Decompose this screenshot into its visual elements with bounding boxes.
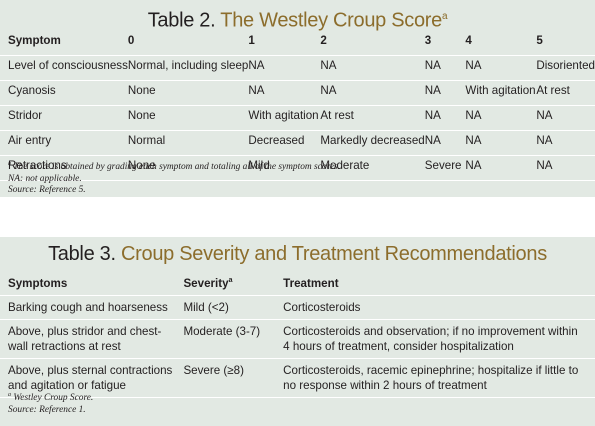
table2-cell: At rest [320,105,425,131]
table-row: Cyanosis None NA NA NA With agitation At… [0,80,595,106]
table2-cell: NA [248,55,321,81]
table2-cell: NA [536,105,595,131]
table2-cell: Markedly decreased [320,130,425,156]
footnote: Source: Reference 5. [8,185,340,197]
table2-cell: None [127,105,249,131]
table3-cell: Barking cough and hoarseness [0,295,184,320]
table2-header-row: Symptom 0 1 2 3 4 5 [0,31,595,56]
table3-header-footnote-mark: a [228,277,233,285]
table3-cell: Corticosteroids [283,295,595,320]
table2-cell: NA [320,55,425,81]
table3-title-prefix: Table 3. [48,243,116,265]
table3-title-text: Croup Severity and Treatment Recommendat… [121,243,547,265]
table2-cell: Stridor [0,105,128,131]
table2-cell: Normal [127,130,249,156]
table2-cell: NA [424,105,466,131]
footnote: a Westley Croup Score. [8,390,93,405]
footnote-mark: a [8,392,11,398]
table2-cell: NA [465,155,537,181]
table3-header-symptoms: Symptoms [0,272,184,296]
table-row: Level of consciousness Normal, including… [0,55,595,81]
footnote-text: The score is obtained by grading each sy… [11,162,340,173]
table-row: Above, plus stridor and chest-wall retra… [0,319,595,359]
table3-cell: Above, plus stridor and chest-wall retra… [0,319,184,359]
table2-cell: None [127,80,249,106]
table2-footnotes: a The score is obtained by grading each … [8,159,340,197]
table2-cell: NA [536,155,595,181]
table3-header-treatment: Treatment [283,272,595,296]
table2-title-prefix: Table 2. [147,9,216,32]
table3-cell: Moderate (3-7) [183,319,284,359]
table-row: Above, plus sternal contractions and agi… [0,358,595,398]
table2-cell: Cyanosis [0,80,128,106]
table2-cell: NA [248,80,321,106]
footnote-text: Source: Reference 5. [8,185,86,196]
table2-cell: NA [465,105,537,131]
table2-cell: NA [424,80,466,106]
table3-cell: Corticosteroids and observation; if no i… [283,319,595,359]
table2-cell: NA [424,130,466,156]
table2-cell: Retractions [0,155,128,181]
table2-cell: With agitation [465,80,537,106]
table2-cell: NA [424,55,466,81]
table2-cell: NA [465,130,537,156]
table2-header-cell: 4 [465,31,537,56]
table2-cell: Decreased [248,130,321,156]
table2-title-text: The Westley Croup Score [220,9,442,32]
croup-severity-table: Symptoms Severitya Treatment Barking cou… [0,272,595,398]
westley-croup-score-panel: Table 2. The Westley Croup Scorea Sympto… [0,0,595,197]
table2-header-cell: 5 [536,31,595,56]
footnote-text: Westley Croup Score. [11,393,94,404]
table2-cell: NA [536,130,595,156]
table2-cell: Air entry [0,130,128,156]
table2-cell: NA [465,55,537,81]
table2-cell: Mild [248,155,321,181]
table-row: Barking cough and hoarseness Mild (<2) C… [0,295,595,320]
footnote-text: Source: Reference 1. [8,404,86,415]
table3-header-severity: Severitya [183,272,284,296]
table2-cell: At rest [536,80,595,106]
table2-cell: Severe [424,155,466,181]
table2-header-cell: 0 [127,31,249,56]
table3-title: Table 3. Croup Severity and Treatment Re… [0,237,595,270]
table2-header-cell: 3 [424,31,466,56]
table2-cell: Level of consciousness [0,55,128,81]
table2-cell: With agitation [248,105,321,131]
table3-header-severity-label: Severity [183,277,229,290]
table2-title: Table 2. The Westley Croup Scorea [0,0,595,33]
westley-croup-score-table: Symptom 0 1 2 3 4 5 Level of consciousne… [0,31,595,181]
table2-cell: Disoriented [536,55,595,81]
table2-cell: Moderate [320,155,425,181]
table2-header-cell: Symptom [0,31,128,56]
table3-cell: Mild (<2) [183,295,284,320]
table2-cell: NA [320,80,425,106]
table2-header-cell: 2 [320,31,425,56]
table3-cell: Above, plus sternal contractions and agi… [0,358,184,398]
table-row: Retractions None Mild Moderate Severe NA… [0,155,595,181]
footnote-mark: a [8,161,11,167]
table3-cell: Corticosteroids, racemic epinephrine; ho… [283,358,595,398]
table3-cell: Severe (≥8) [183,358,284,398]
table-row: Air entry Normal Decreased Markedly decr… [0,130,595,156]
footnote: a The score is obtained by grading each … [8,159,340,174]
footnote: NA: not applicable. [8,174,340,186]
footnote: Source: Reference 1. [8,405,93,417]
table3-header-row: Symptoms Severitya Treatment [0,272,595,296]
table2-cell: Normal, including sleep [127,55,249,81]
footnote-text: NA: not applicable. [8,173,82,184]
table2-title-footnote-mark: a [442,11,448,22]
table3-footnotes: a Westley Croup Score. Source: Reference… [8,390,93,416]
table-row: Stridor None With agitation At rest NA N… [0,105,595,131]
table2-header-cell: 1 [248,31,321,56]
table2-cell: None [127,155,249,181]
